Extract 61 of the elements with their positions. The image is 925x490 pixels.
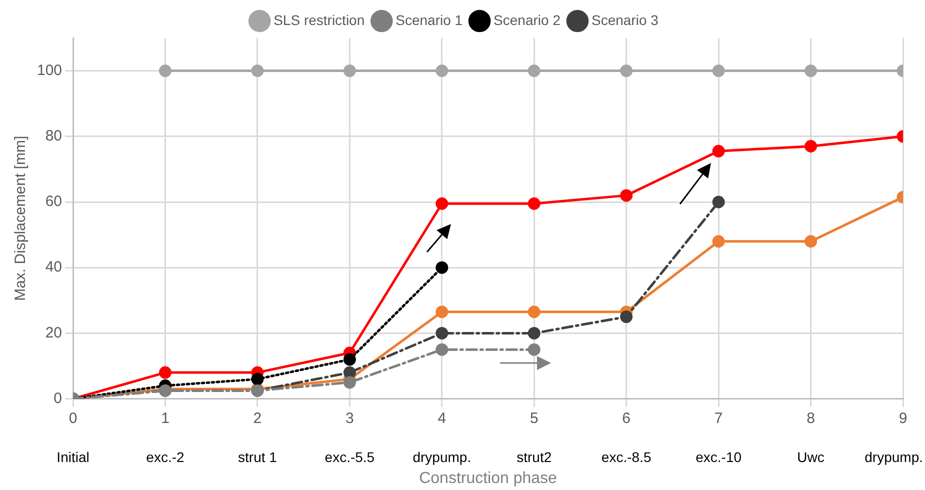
y-tick-label: 100 [36, 62, 62, 79]
point [436, 261, 448, 274]
point [620, 64, 633, 78]
x-tick-label: 9 [898, 410, 908, 427]
point [712, 196, 725, 208]
point [436, 343, 448, 356]
point [620, 310, 633, 324]
x-tick-label: 6 [622, 410, 631, 427]
point [251, 372, 264, 386]
point [343, 64, 356, 78]
text: exc.-10 [696, 448, 742, 465]
point [804, 140, 818, 152]
point [712, 144, 725, 158]
y-tick-label: 40 [45, 258, 62, 276]
text: drypump. [412, 448, 472, 465]
point [158, 366, 172, 379]
y-axis-title: Max. Displacement [mm] [12, 136, 30, 301]
point [528, 306, 540, 318]
x-axis-title: Construction phase [419, 470, 558, 487]
text: strut2 [516, 448, 552, 465]
point [528, 326, 540, 340]
y-tick-label: 0 [54, 390, 62, 407]
text: Uwc [797, 448, 824, 465]
point [804, 235, 818, 248]
point [158, 64, 172, 78]
y-tick-label: 80 [45, 128, 62, 145]
point [251, 64, 264, 78]
point [343, 376, 356, 389]
point [436, 306, 448, 318]
text: drypump. [864, 448, 923, 465]
point [343, 366, 356, 379]
text: exc.-5.5 [324, 448, 375, 465]
text: Initial [56, 448, 90, 465]
x-tick-label: 7 [714, 410, 723, 427]
point [712, 235, 725, 248]
text: exc.-8.5 [601, 448, 652, 465]
point [804, 64, 818, 78]
legend-label: SLS restriction [274, 12, 365, 28]
point [528, 64, 540, 78]
point [436, 64, 448, 78]
x-tick-label: 5 [530, 410, 538, 427]
text: strut 1 [238, 448, 278, 465]
text: exc.-2 [146, 448, 185, 465]
x-tick-label: 3 [346, 410, 354, 427]
x-tick-label: 8 [806, 410, 815, 427]
x-tick-label: 1 [161, 410, 170, 427]
point [712, 64, 725, 78]
point [528, 197, 540, 210]
x-tick-label: 0 [68, 410, 78, 427]
point [436, 326, 448, 340]
legend-label: Scenario 3 [591, 12, 659, 28]
legend-label: Scenario 2 [494, 12, 561, 28]
x-tick-label: 4 [438, 410, 446, 427]
point [436, 197, 448, 210]
x-tick-label: 2 [253, 410, 262, 427]
point [620, 189, 633, 202]
point [528, 343, 540, 356]
y-tick-label: 20 [45, 324, 62, 342]
point [343, 353, 356, 366]
legend-label: Scenario 1 [396, 12, 463, 28]
y-tick-label: 60 [45, 193, 62, 210]
